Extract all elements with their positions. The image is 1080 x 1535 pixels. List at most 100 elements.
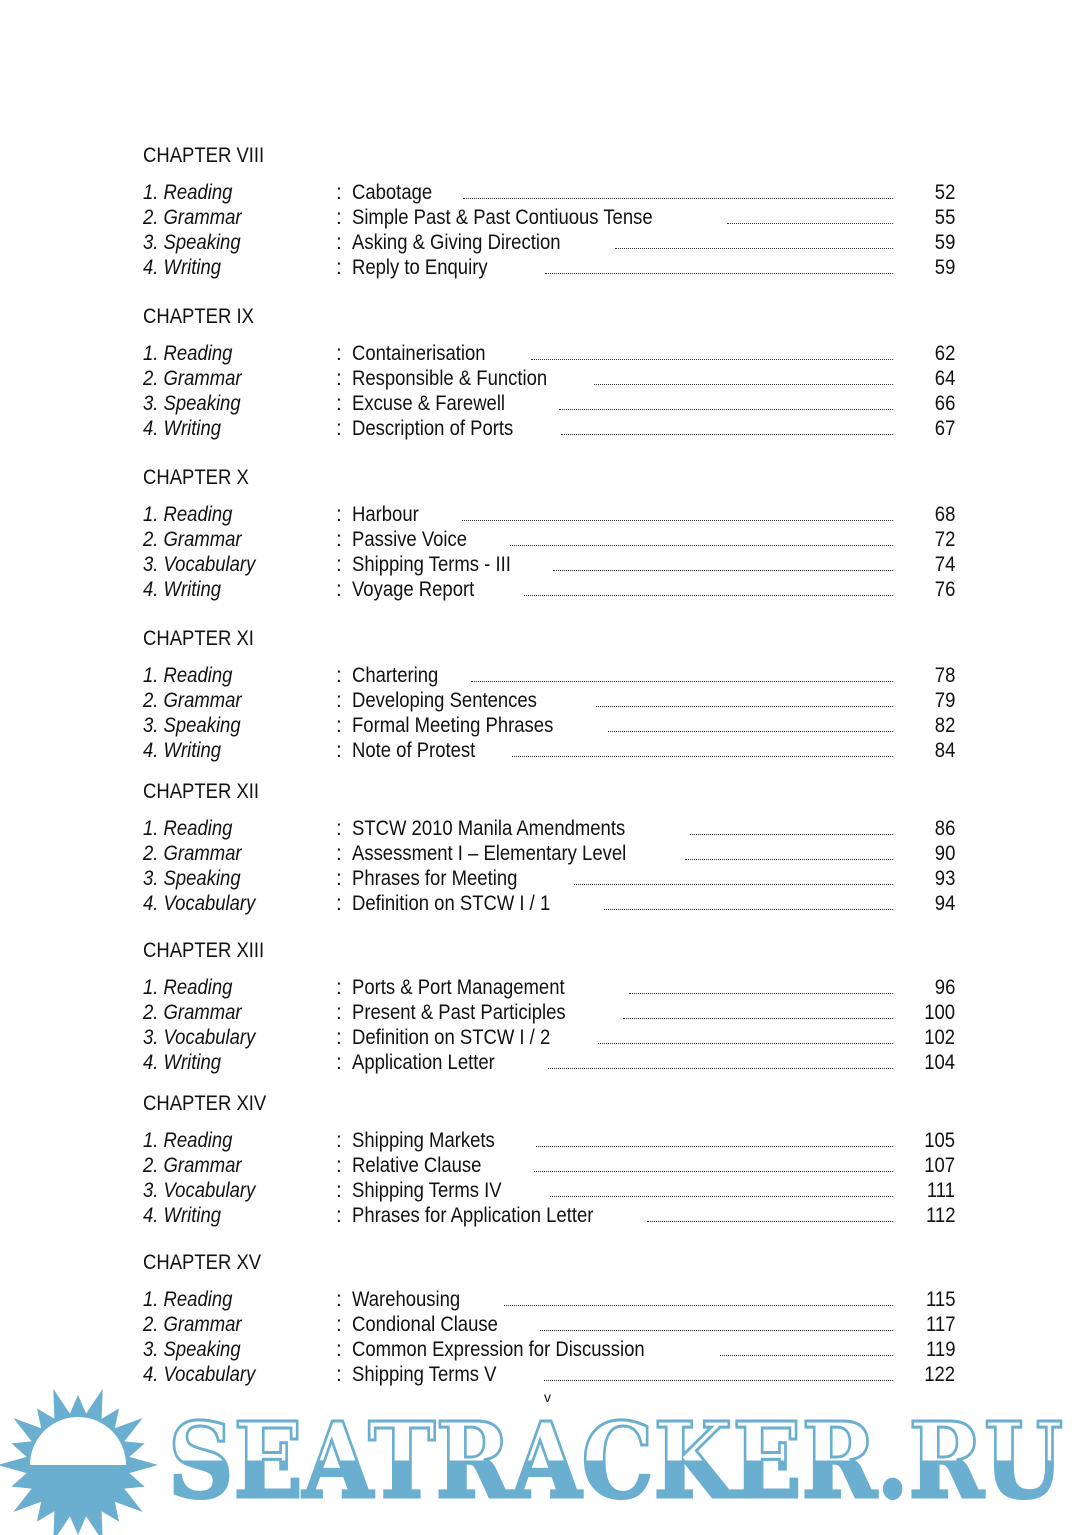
toc-entry[interactable]: 1. Reading : Containerisation 62 xyxy=(143,341,963,366)
toc-entry[interactable]: 4. Vocabulary : Definition on STCW I / 1… xyxy=(143,891,963,916)
separator: : xyxy=(336,1051,342,1074)
toc-entry[interactable]: 1. Reading : Chartering 78 xyxy=(143,663,963,688)
dot-leader xyxy=(690,816,893,835)
dot-leader xyxy=(545,255,893,274)
toc-entry[interactable]: 1. Reading : Shipping Markets 105 xyxy=(143,1128,963,1153)
dot-leader xyxy=(523,577,893,596)
page-ref: 112 xyxy=(925,1204,955,1227)
toc-entry[interactable]: 3. Speaking : Excuse & Farewell 66 xyxy=(143,391,963,416)
separator: : xyxy=(336,417,342,440)
page-ref: 59 xyxy=(934,256,955,279)
page-ref: 82 xyxy=(934,714,955,737)
chapter-block: CHAPTER XV 1. Reading : Warehousing 115 … xyxy=(143,1250,963,1387)
chapter-block: CHAPTER XIII 1. Reading : Ports & Port M… xyxy=(143,938,963,1075)
page-ref: 115 xyxy=(925,1288,955,1311)
toc-entry[interactable]: 4. Writing : Voyage Report 76 xyxy=(143,577,963,602)
section-label: 4. Writing xyxy=(143,1051,222,1074)
toc-entry[interactable]: 3. Vocabulary : Definition on STCW I / 2… xyxy=(143,1025,963,1050)
separator: : xyxy=(336,842,342,865)
separator: : xyxy=(336,392,342,415)
toc-entry[interactable]: 1. Reading : Ports & Port Management 96 xyxy=(143,975,963,1000)
section-label: 4. Vocabulary xyxy=(143,1363,256,1386)
toc-entry[interactable]: 4. Writing : Note of Protest 84 xyxy=(143,738,963,763)
topic-title: Containerisation xyxy=(352,342,486,365)
separator: : xyxy=(336,206,342,229)
toc-entry[interactable]: 2. Grammar : Simple Past & Past Contiuou… xyxy=(143,205,963,230)
page-ref: 66 xyxy=(934,392,955,415)
toc-entry[interactable]: 1. Reading : Warehousing 115 xyxy=(143,1287,963,1312)
section-label: 4. Writing xyxy=(143,256,222,279)
separator: : xyxy=(336,256,342,279)
dot-leader xyxy=(534,1153,893,1172)
topic-title: Chartering xyxy=(352,664,439,687)
separator: : xyxy=(336,1313,342,1336)
chapter-block: CHAPTER VIII 1. Reading : Cabotage 52 2.… xyxy=(143,143,963,280)
separator: : xyxy=(336,528,342,551)
toc-entry[interactable]: 2. Grammar : Developing Sentences 79 xyxy=(143,688,963,713)
toc-entry[interactable]: 1. Reading : STCW 2010 Manila Amendments… xyxy=(143,816,963,841)
topic-title: Voyage Report xyxy=(352,578,475,601)
topic-title: Description of Ports xyxy=(352,417,514,440)
chapter-block: CHAPTER XI 1. Reading : Chartering 78 2.… xyxy=(143,626,963,763)
toc-entry[interactable]: 3. Speaking : Phrases for Meeting 93 xyxy=(143,866,963,891)
toc-entry[interactable]: 2. Grammar : Present & Past Participles … xyxy=(143,1000,963,1025)
topic-title: Reply to Enquiry xyxy=(352,256,488,279)
separator: : xyxy=(336,664,342,687)
toc-entry[interactable]: 4. Writing : Application Letter 104 xyxy=(143,1050,963,1075)
toc-entry[interactable]: 3. Vocabulary : Shipping Terms IV 111 xyxy=(143,1178,963,1203)
page-ref: 90 xyxy=(934,842,955,865)
separator: : xyxy=(336,1338,342,1361)
topic-title: Responsible & Function xyxy=(352,367,548,390)
toc-entry[interactable]: 4. Vocabulary : Shipping Terms V 122 xyxy=(143,1362,963,1387)
toc-entry[interactable]: 3. Speaking : Formal Meeting Phrases 82 xyxy=(143,713,963,738)
chapter-title: CHAPTER VIII xyxy=(143,144,265,167)
toc-entry[interactable]: 3. Vocabulary : Shipping Terms - III 74 xyxy=(143,552,963,577)
dot-leader xyxy=(503,1287,893,1306)
page-ref: 102 xyxy=(924,1026,955,1049)
page-ref: 122 xyxy=(924,1363,955,1386)
chapter-title: CHAPTER X xyxy=(143,466,249,489)
toc-entry[interactable]: 3. Speaking : Common Expression for Disc… xyxy=(143,1337,963,1362)
separator: : xyxy=(336,1129,342,1152)
topic-title: Harbour xyxy=(352,503,419,526)
separator: : xyxy=(336,892,342,915)
chapter-block: CHAPTER XIV 1. Reading : Shipping Market… xyxy=(143,1091,963,1228)
toc-entry[interactable]: 2. Grammar : Passive Voice 72 xyxy=(143,527,963,552)
topic-title: Definition on STCW I / 2 xyxy=(352,1026,551,1049)
toc-entry[interactable]: 3. Speaking : Asking & Giving Direction … xyxy=(143,230,963,255)
toc-entry[interactable]: 2. Grammar : Relative Clause 107 xyxy=(143,1153,963,1178)
dot-leader xyxy=(544,1362,893,1381)
separator: : xyxy=(336,553,342,576)
toc-entry[interactable]: 4. Writing : Reply to Enquiry 59 xyxy=(143,255,963,280)
toc-entry[interactable]: 2. Grammar : Condional Clause 117 xyxy=(143,1312,963,1337)
section-label: 3. Speaking xyxy=(143,1338,241,1361)
topic-title: Application Letter xyxy=(352,1051,495,1074)
toc-entry[interactable]: 2. Grammar : Responsible & Function 64 xyxy=(143,366,963,391)
dot-leader xyxy=(536,1128,893,1147)
toc-entry[interactable]: 1. Reading : Harbour 68 xyxy=(143,502,963,527)
toc-entry[interactable]: 1. Reading : Cabotage 52 xyxy=(143,180,963,205)
topic-title: Common Expression for Discussion xyxy=(352,1338,645,1361)
dot-leader xyxy=(548,1050,893,1069)
separator: : xyxy=(336,739,342,762)
dot-leader xyxy=(593,366,893,385)
page-ref: 84 xyxy=(934,739,955,762)
dot-leader xyxy=(614,230,893,249)
topic-title: Asking & Giving Direction xyxy=(352,231,561,254)
separator: : xyxy=(336,1179,342,1202)
toc-entry[interactable]: 2. Grammar : Assessment I – Elementary L… xyxy=(143,841,963,866)
toc-entry[interactable]: 4. Writing : Phrases for Application Let… xyxy=(143,1203,963,1228)
separator: : xyxy=(336,1026,342,1049)
toc-entry[interactable]: 4. Writing : Description of Ports 67 xyxy=(143,416,963,441)
separator: : xyxy=(336,867,342,890)
section-label: 1. Reading xyxy=(143,1129,233,1152)
dot-leader xyxy=(558,391,893,410)
separator: : xyxy=(336,714,342,737)
separator: : xyxy=(336,231,342,254)
section-label: 1. Reading xyxy=(143,342,233,365)
page-ref: 74 xyxy=(934,553,955,576)
page-ref: 79 xyxy=(934,689,955,712)
dot-leader xyxy=(561,416,893,435)
section-label: 1. Reading xyxy=(143,503,233,526)
section-label: 2. Grammar xyxy=(143,206,242,229)
